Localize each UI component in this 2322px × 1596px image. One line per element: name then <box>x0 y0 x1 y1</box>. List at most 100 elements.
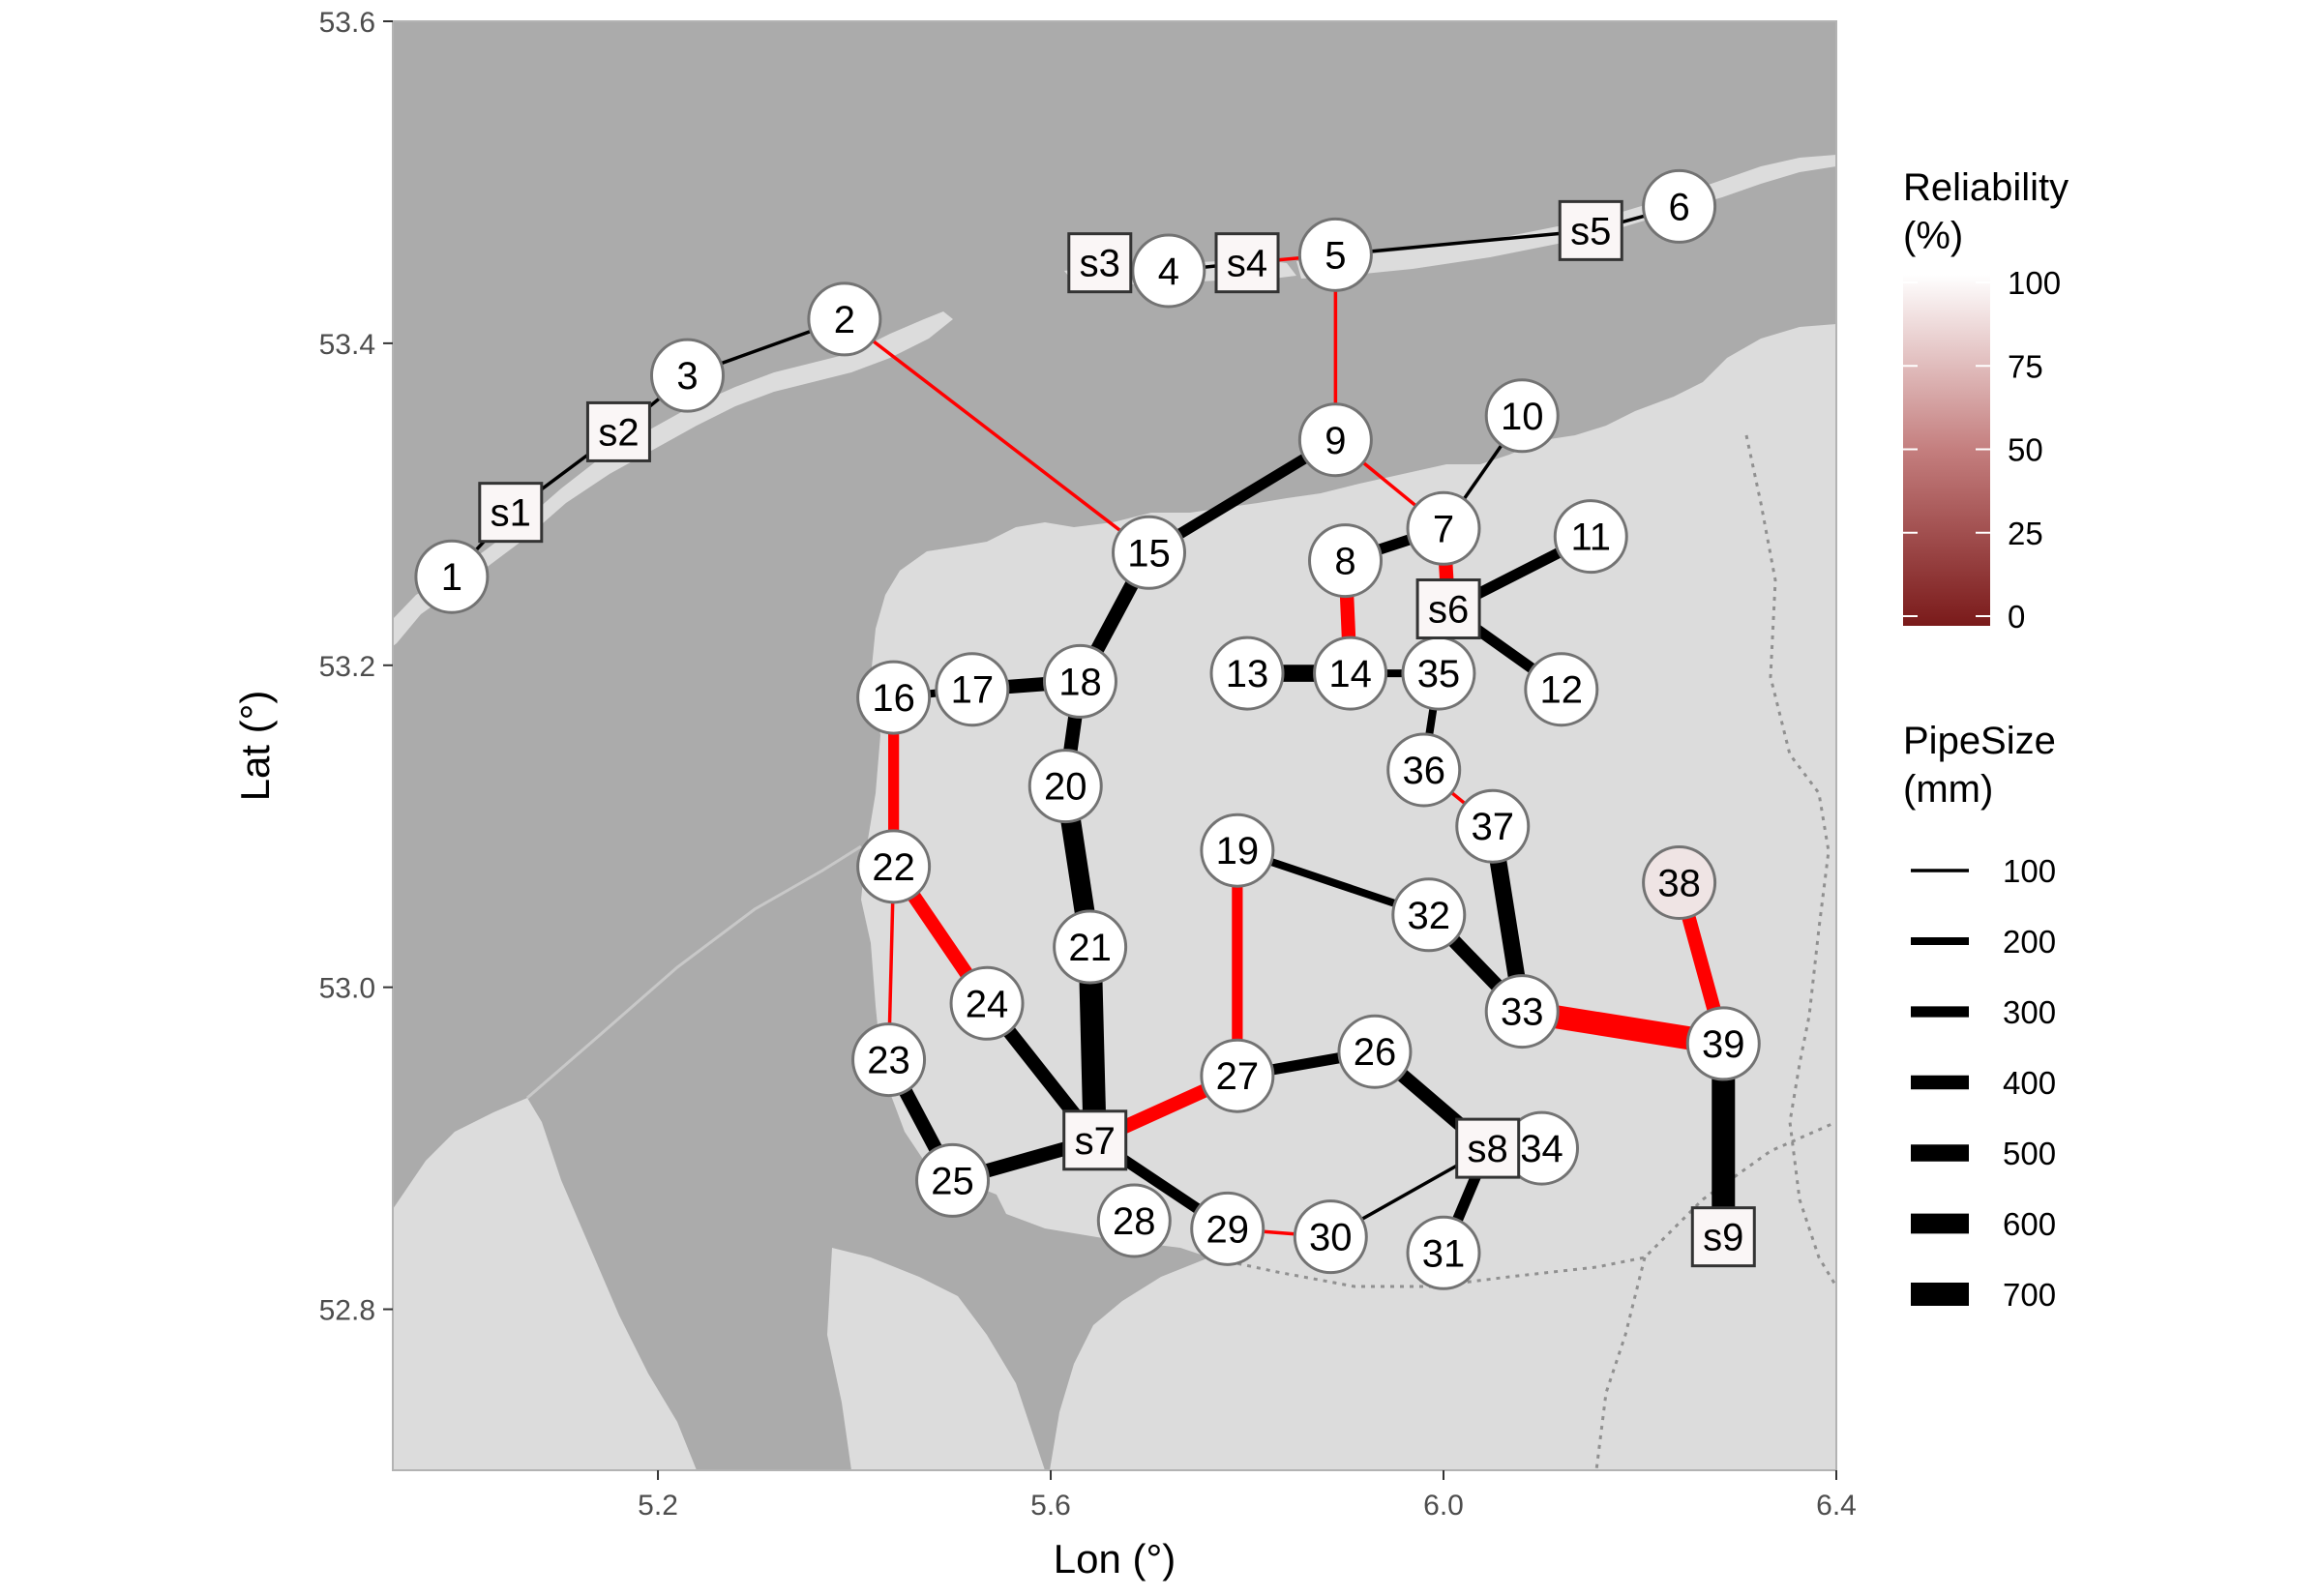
node-label: 23 <box>867 1040 910 1082</box>
node-label: 29 <box>1206 1208 1249 1251</box>
source-node-s3: s3 <box>1067 232 1133 294</box>
demand-node-35: 35 <box>1401 635 1476 711</box>
node-label: 27 <box>1216 1055 1260 1098</box>
demand-node-marker <box>1484 378 1560 454</box>
node-label: 11 <box>1570 517 1611 559</box>
demand-node-marker <box>1297 402 1373 478</box>
x-tick-label: 6.0 <box>1423 1490 1464 1522</box>
source-node-s6: s6 <box>1415 578 1481 640</box>
demand-node-marker <box>1112 515 1187 590</box>
demand-node-marker <box>935 652 1010 727</box>
node-label: 15 <box>1127 532 1171 575</box>
node-label: 21 <box>1068 927 1112 969</box>
source-node-s8: s8 <box>1455 1117 1521 1179</box>
legend-pipesize-label: 200 <box>2003 924 2056 960</box>
source-node-s9: s9 <box>1690 1206 1756 1268</box>
demand-node-marker <box>1685 1006 1761 1081</box>
demand-node-11: 11 <box>1553 499 1628 575</box>
demand-node-marker <box>1391 877 1467 953</box>
demand-node-marker <box>856 660 932 735</box>
demand-node-12: 12 <box>1524 652 1599 727</box>
node-label: 18 <box>1058 661 1102 703</box>
demand-node-marker <box>1131 233 1206 309</box>
node-label: 25 <box>931 1160 974 1202</box>
node-label: 32 <box>1408 895 1451 937</box>
map-land-flevoland <box>827 1248 1045 1470</box>
pipe-2-15 <box>843 317 1150 554</box>
node-label: s2 <box>598 411 639 454</box>
y-tick-label: 53.6 <box>319 7 375 39</box>
node-label: 3 <box>676 355 698 398</box>
demand-node-9: 9 <box>1297 402 1373 478</box>
node-label: 8 <box>1334 541 1355 583</box>
demand-node-marker <box>1308 523 1384 599</box>
y-tick-label: 53.2 <box>319 651 375 683</box>
legend-reliability-ticks: 100 75 50 25 0 <box>1903 265 2061 635</box>
node-label: 35 <box>1417 653 1461 695</box>
node-label: 2 <box>834 299 855 341</box>
demand-node-13: 13 <box>1209 635 1285 711</box>
pipe-5-s5 <box>1335 228 1592 257</box>
demand-node-marker <box>1386 732 1462 808</box>
demand-node-marker <box>1553 499 1628 575</box>
node-label: 10 <box>1501 396 1544 438</box>
legend-reliability-label: 75 <box>2008 348 2043 384</box>
demand-node-20: 20 <box>1027 749 1103 824</box>
node-label: 6 <box>1668 186 1689 228</box>
node-label: s1 <box>491 492 531 535</box>
demand-node-6: 6 <box>1642 168 1717 244</box>
node-label: 13 <box>1226 653 1269 695</box>
demand-node-marker <box>1200 813 1275 888</box>
demand-node-10: 10 <box>1484 378 1560 454</box>
node-label: 33 <box>1501 991 1544 1034</box>
demand-node-23: 23 <box>851 1022 927 1098</box>
node-label: 1 <box>441 556 462 599</box>
demand-node-marker <box>851 1022 927 1098</box>
map-land-mainland <box>861 324 1836 1470</box>
node-label: 31 <box>1422 1232 1466 1275</box>
demand-node-17: 17 <box>935 652 1010 727</box>
demand-node-4: 4 <box>1131 233 1206 309</box>
demand-node-marker <box>1484 974 1560 1049</box>
x-axis-title: Lon (°) <box>1054 1536 1176 1581</box>
y-axis-title: Lat (°) <box>232 691 278 802</box>
demand-node-39: 39 <box>1685 1006 1761 1081</box>
node-label: 38 <box>1657 862 1701 904</box>
source-node-marker <box>1067 232 1133 294</box>
demand-node-marker <box>1642 844 1717 920</box>
demand-node-29: 29 <box>1190 1191 1265 1266</box>
source-node-s2: s2 <box>585 400 651 462</box>
legend-pipesize-subtitle: (mm) <box>1903 768 1993 811</box>
y-tick-label: 53.4 <box>319 329 375 361</box>
demand-node-18: 18 <box>1042 643 1117 719</box>
y-tick-label: 52.8 <box>319 1295 375 1327</box>
demand-node-marker <box>915 1142 991 1218</box>
source-node-marker <box>1062 1109 1128 1171</box>
demand-node-marker <box>1200 1038 1275 1113</box>
node-label: s3 <box>1080 243 1120 285</box>
node-label: 17 <box>951 669 995 712</box>
source-node-marker <box>1214 232 1280 294</box>
demand-node-marker <box>1455 788 1531 864</box>
node-label: s8 <box>1468 1128 1508 1170</box>
demand-node-27: 27 <box>1200 1038 1275 1113</box>
demand-node-1: 1 <box>414 539 490 614</box>
y-tick-label: 53.0 <box>319 973 375 1005</box>
node-label: 4 <box>1158 251 1179 293</box>
node-label: s9 <box>1703 1217 1743 1259</box>
demand-node-16: 16 <box>856 660 932 735</box>
demand-node-14: 14 <box>1313 635 1388 711</box>
source-node-marker <box>478 482 544 544</box>
demand-node-marker <box>1053 909 1128 985</box>
demand-node-21: 21 <box>1053 909 1128 985</box>
node-label: 26 <box>1354 1031 1397 1074</box>
demand-node-3: 3 <box>649 338 725 413</box>
demand-node-34: 34 <box>1504 1110 1580 1186</box>
demand-node-31: 31 <box>1406 1215 1481 1290</box>
legend-pipesize-title: PipeSize <box>1903 720 2056 762</box>
legend-pipesize-label: 600 <box>2003 1206 2056 1242</box>
map-dike <box>526 844 862 1100</box>
x-tick-label: 5.6 <box>1030 1490 1071 1522</box>
node-label: 22 <box>872 846 915 889</box>
